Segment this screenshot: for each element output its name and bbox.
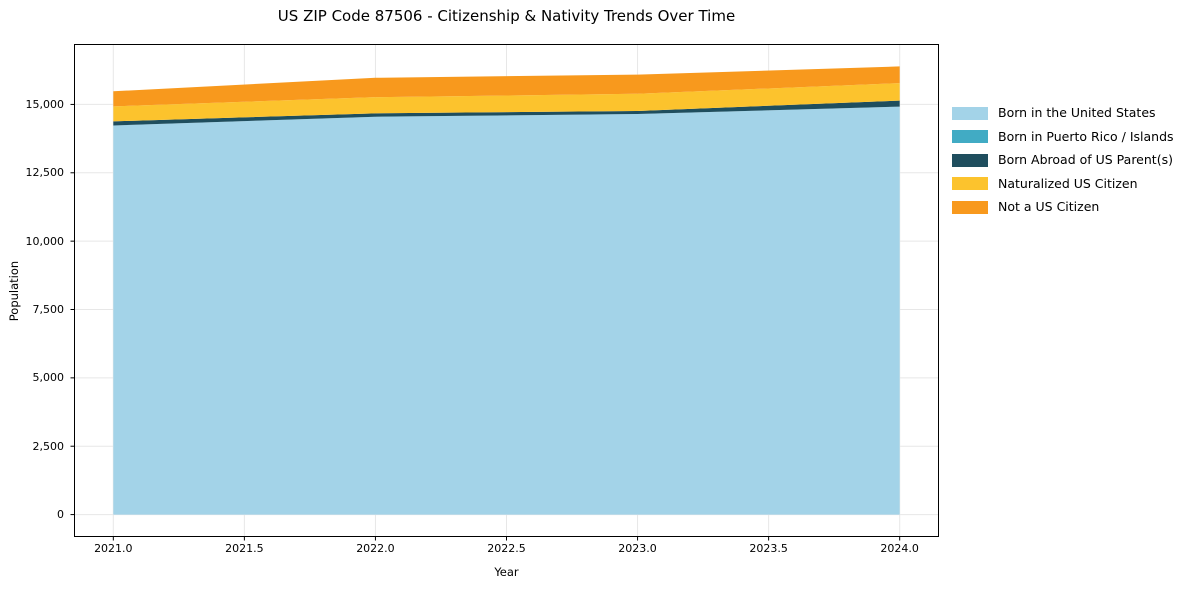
- area-not-a-us-citizen: [113, 66, 900, 107]
- legend-color-swatch: [952, 200, 988, 214]
- y-tick-label: 15,000: [25, 97, 65, 111]
- legend-item-born-abroad-of-us-parent-s: Born Abroad of US Parent(s): [952, 153, 1174, 167]
- legend-item-naturalized-us-citizen: Naturalized US Citizen: [952, 175, 1174, 191]
- x-tick-label: 2022.0: [356, 542, 395, 555]
- legend-color-swatch: [952, 106, 988, 120]
- legend-label: Born in the United States: [998, 105, 1156, 120]
- legend-label: Born Abroad of US Parent(s): [998, 152, 1173, 167]
- plot-border: [74, 44, 939, 537]
- legend: Born in the United States Born in Puerto …: [952, 106, 1174, 224]
- legend-color-swatch: [952, 177, 988, 190]
- area-naturalized-us-citizen: [113, 83, 900, 122]
- x-tick-label: 2023.5: [749, 542, 788, 555]
- chart-title: US ZIP Code 87506 - Citizenship & Nativi…: [277, 7, 736, 25]
- y-axis-label: Population: [7, 260, 21, 322]
- legend-item-born-in-puerto-rico-islands: Born in Puerto Rico / Islands: [952, 128, 1174, 144]
- legend-item-not-a-us-citizen: Not a US Citizen: [952, 200, 1174, 214]
- x-tick-label: 2023.0: [618, 542, 657, 555]
- x-tick-label: 2022.5: [487, 542, 526, 555]
- y-tick-label: 2,500: [32, 439, 65, 453]
- y-tick-label: 12,500: [25, 166, 65, 180]
- y-tick-label: 0: [57, 508, 64, 522]
- legend-item-born-in-the-united-states: Born in the United States: [952, 106, 1174, 120]
- x-axis-label: Year: [494, 565, 519, 579]
- x-tick-label: 2024.0: [880, 542, 919, 555]
- area-born-in-the-united-states: [113, 106, 900, 515]
- y-tick-label: 7,500: [32, 303, 65, 316]
- y-tick-label: 10,000: [25, 234, 65, 248]
- y-tick-label: 5,000: [32, 371, 65, 385]
- legend-color-swatch: [952, 153, 988, 167]
- legend-label: Naturalized US Citizen: [998, 175, 1138, 191]
- x-tick-label: 2021.0: [94, 542, 133, 555]
- x-tick-label: 2021.5: [225, 542, 264, 555]
- legend-color-swatch: [952, 130, 988, 143]
- legend-label: Not a US Citizen: [998, 199, 1100, 214]
- area-born-abroad-of-us-parent-s: [113, 100, 900, 126]
- legend-label: Born in Puerto Rico / Islands: [998, 128, 1174, 144]
